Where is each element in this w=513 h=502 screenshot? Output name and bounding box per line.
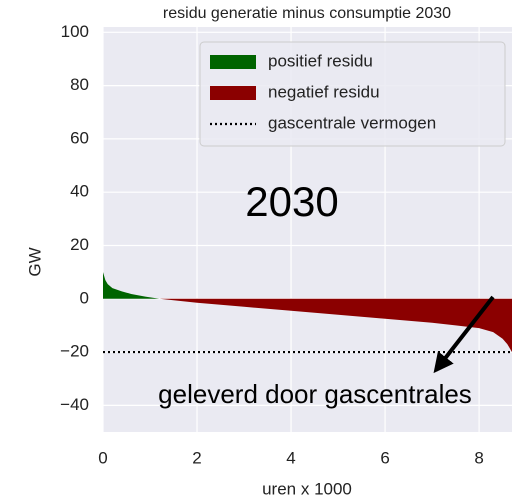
legend-box xyxy=(199,41,506,147)
x-tick-label: 0 xyxy=(98,448,107,467)
y-tick-label: 60 xyxy=(70,128,89,147)
area xyxy=(103,272,160,299)
annotation: 2030 xyxy=(245,178,338,225)
y-tick-label: 0 xyxy=(80,288,89,307)
legend-swatch xyxy=(210,55,256,69)
x-tick-label: 8 xyxy=(474,448,483,467)
x-axis-label: uren x 1000 xyxy=(262,479,352,498)
y-tick-label: 100 xyxy=(61,22,89,41)
y-axis-label: GW xyxy=(25,247,44,276)
legend-swatch xyxy=(210,86,256,100)
y-tick-label: −40 xyxy=(60,395,89,414)
legend-label: positief residu xyxy=(268,51,373,70)
y-tick-label: −20 xyxy=(60,342,89,361)
y-tick-label: 20 xyxy=(70,235,89,254)
x-tick-label: 2 xyxy=(192,448,201,467)
annotation: geleverd door gascentrales xyxy=(158,379,472,409)
x-tick-label: 6 xyxy=(380,448,389,467)
y-tick-label: 80 xyxy=(70,75,89,94)
arrow xyxy=(433,295,495,374)
area xyxy=(159,298,512,353)
x-tick-label: 4 xyxy=(286,448,295,467)
chart-title: residu generatie minus consumptie 2030 xyxy=(163,5,451,22)
legend-label: gascentrale vermogen xyxy=(268,113,436,132)
legend-label: negatief residu xyxy=(268,82,380,101)
y-tick-label: 40 xyxy=(70,182,89,201)
